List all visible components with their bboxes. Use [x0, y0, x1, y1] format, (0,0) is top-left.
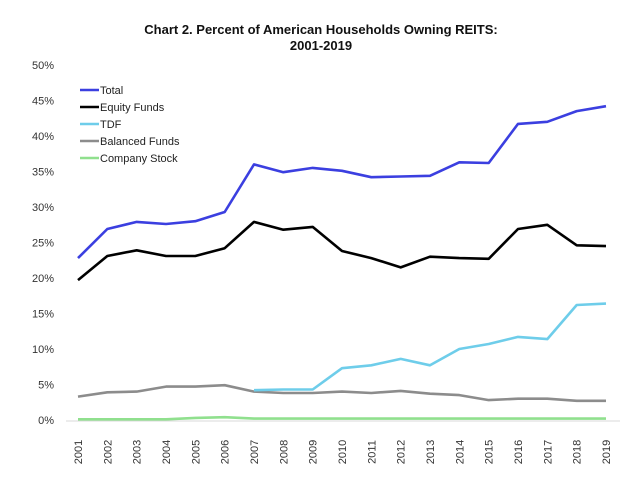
y-tick-label: 35%	[32, 167, 54, 179]
legend-label: Total	[100, 85, 123, 97]
x-tick-label: 2006	[220, 440, 232, 464]
y-tick-label: 20%	[32, 273, 54, 285]
y-tick-label: 45%	[32, 96, 54, 108]
y-tick-label: 10%	[32, 344, 54, 356]
y-tick-label: 5%	[38, 380, 54, 392]
x-axis: 2001 2002 2003 2004 2005 2006 2007 2008 2009 2010…	[73, 440, 613, 464]
series-line-equity-funds	[77, 220, 607, 282]
series-line-company-stock	[78, 415, 606, 421]
series-line-total	[77, 104, 607, 260]
series-group	[77, 104, 607, 421]
chart-subtitle: 2001-2019	[290, 38, 352, 53]
x-tick-label: 2002	[102, 440, 114, 464]
x-tick-label: 2015	[484, 440, 496, 464]
x-tick-label: 2019	[601, 440, 613, 464]
y-tick-label: 0%	[38, 415, 54, 427]
x-tick-label: 2017	[542, 440, 554, 464]
legend: Total Equity Funds TDF Balanced Funds Compan…	[80, 85, 180, 165]
y-tick-label: 40%	[32, 131, 54, 143]
legend-label: TDF	[100, 119, 122, 131]
x-tick-label: 2014	[454, 440, 466, 464]
x-tick-label: 2010	[337, 440, 349, 464]
x-tick-label: 2013	[425, 440, 437, 464]
x-tick-label: 2012	[396, 440, 408, 464]
x-tick-label: 2004	[161, 440, 173, 464]
x-tick-label: 2003	[132, 440, 144, 464]
x-tick-label: 2016	[513, 440, 525, 464]
x-tick-label: 2001	[73, 440, 85, 464]
series-line-tdf	[253, 302, 607, 392]
legend-label: Balanced Funds	[100, 136, 180, 148]
y-tick-label: 50%	[32, 60, 54, 72]
y-tick-label: 30%	[32, 202, 54, 214]
y-tick-label: 25%	[32, 238, 54, 250]
y-axis: 0% 5% 10% 15% 20% 25% 30% 35% 40% 45% 50%	[32, 60, 54, 427]
legend-label: Company Stock	[100, 153, 178, 165]
series-line-balanced-funds	[77, 383, 606, 403]
x-tick-label: 2007	[249, 440, 261, 464]
x-tick-label: 2011	[366, 440, 378, 464]
chart-title: Chart 2. Percent of American Households …	[144, 22, 497, 37]
x-tick-label: 2009	[308, 440, 320, 464]
y-tick-label: 15%	[32, 309, 54, 321]
legend-label: Equity Funds	[100, 102, 165, 114]
x-tick-label: 2018	[572, 440, 584, 464]
x-tick-label: 2005	[190, 440, 202, 464]
x-tick-label: 2008	[278, 440, 290, 464]
